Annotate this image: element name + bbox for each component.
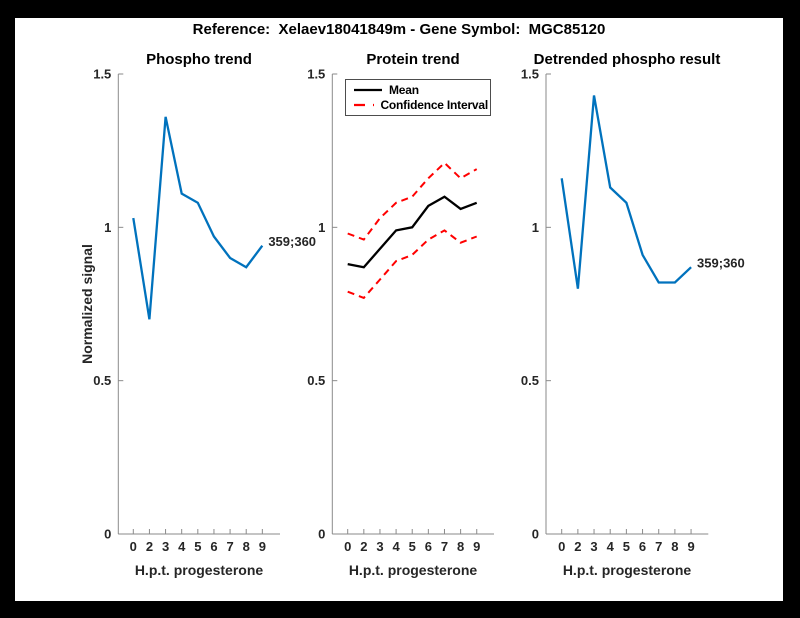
- x-tick-label: 4: [607, 539, 615, 554]
- x-tick-label: 7: [655, 539, 662, 554]
- series-line-detrended-phospho: [560, 95, 692, 289]
- subplot3-xlabel: H.p.t. progesterone: [562, 562, 692, 578]
- series-line-confidence-interval-upper: [347, 161, 478, 241]
- figure-title: Reference: Xelaev18041849m - Gene Symbol…: [192, 21, 606, 38]
- series-end-label: 359;360: [268, 234, 316, 249]
- y-tick-label: 0: [532, 527, 539, 542]
- x-tick-label: 4: [178, 539, 186, 554]
- x-tick-label: 8: [457, 539, 464, 554]
- legend-line-ci-icon: [354, 103, 375, 106]
- x-tick-label: 3: [376, 539, 383, 554]
- y-tick-label: 1.5: [521, 67, 539, 82]
- x-tick-label: 7: [226, 539, 233, 554]
- y-tick-label: 0.5: [307, 373, 325, 388]
- y-tick-label: 0: [318, 527, 325, 542]
- x-tick-label: 0: [130, 539, 137, 554]
- x-tick-label: 3: [590, 539, 597, 554]
- x-tick-label: 0: [558, 539, 565, 554]
- x-tick-label: 6: [639, 539, 646, 554]
- x-tick-label: 2: [146, 539, 153, 554]
- x-tick-label: 4: [392, 539, 400, 554]
- y-tick-label: 0.5: [521, 373, 539, 388]
- legend-row-ci: Confidence Interval: [353, 99, 488, 111]
- x-tick-label: 6: [425, 539, 432, 554]
- x-tick-label: 5: [194, 539, 201, 554]
- series-line-confidence-interval-lower: [347, 229, 478, 300]
- subplot1-ylabel: Normalized signal: [79, 244, 95, 364]
- x-tick-label: 5: [623, 539, 630, 554]
- legend-line-mean-icon: [354, 89, 382, 92]
- series-line-mean: [347, 195, 478, 269]
- y-tick-label: 1.5: [307, 67, 325, 82]
- y-tick-label: 0: [104, 527, 111, 542]
- subplot2-title: Protein trend: [366, 51, 460, 68]
- subplot1-xlabel: H.p.t. progesterone: [134, 562, 264, 578]
- x-tick-label: 2: [360, 539, 367, 554]
- y-tick-label: 1: [104, 220, 111, 235]
- x-tick-label: 3: [162, 539, 169, 554]
- y-tick-label: 1: [532, 220, 539, 235]
- x-tick-label: 9: [687, 539, 694, 554]
- legend-box: Mean Confidence Interval: [345, 79, 491, 116]
- subplot1-title: Phospho trend: [146, 51, 252, 68]
- figure-canvas: Reference: Xelaev18041849m - Gene Symbol…: [15, 18, 783, 601]
- x-tick-label: 6: [210, 539, 217, 554]
- legend-label-mean: Mean: [389, 83, 419, 98]
- x-tick-label: 8: [243, 539, 250, 554]
- x-tick-label: 5: [409, 539, 416, 554]
- y-tick-label: 0.5: [93, 373, 111, 388]
- x-tick-label: 9: [259, 539, 266, 554]
- x-tick-label: 9: [473, 539, 480, 554]
- series-end-label: 359;360: [697, 256, 745, 271]
- legend-row-mean: Mean: [353, 84, 488, 96]
- y-tick-label: 1.5: [93, 67, 111, 82]
- x-tick-label: 8: [671, 539, 678, 554]
- subplot-2: 00.511.50 2 3 4 5 6 7 8 9: [307, 67, 494, 554]
- legend-label-ci: Confidence Interval: [380, 97, 488, 112]
- subplot2-xlabel: H.p.t. progesterone: [348, 562, 478, 578]
- x-tick-label: 7: [441, 539, 448, 554]
- series-line-phospho-trend: [132, 116, 264, 320]
- x-tick-label: 0: [344, 539, 351, 554]
- subplot3-title: Detrended phospho result: [533, 51, 721, 68]
- x-tick-label: 2: [574, 539, 581, 554]
- y-tick-label: 1: [318, 220, 325, 235]
